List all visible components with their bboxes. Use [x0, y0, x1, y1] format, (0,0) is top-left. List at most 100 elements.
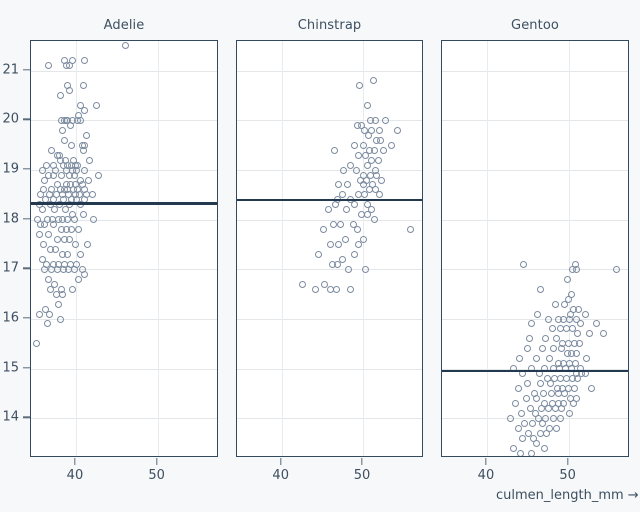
gridline-horizontal — [442, 269, 628, 271]
data-point — [375, 126, 383, 134]
gridline-vertical — [486, 41, 488, 456]
data-point — [514, 385, 522, 392]
y-tick-label: 16 — [2, 310, 19, 326]
gridline-horizontal — [31, 269, 217, 271]
data-point — [76, 116, 84, 124]
x-tick-label: 50 — [353, 468, 371, 483]
data-point — [534, 310, 542, 318]
facet-panel-chinstrap: Chinstrap — [236, 18, 423, 457]
data-point — [509, 444, 517, 452]
x-tick-mark — [74, 458, 76, 465]
data-point — [335, 241, 343, 249]
data-point — [570, 399, 578, 407]
data-point — [406, 226, 414, 234]
data-point — [563, 275, 571, 283]
y-tick-mark — [23, 168, 30, 170]
data-point — [64, 216, 72, 224]
data-point — [353, 166, 361, 174]
data-point — [65, 87, 73, 95]
x-tick-mark — [485, 458, 487, 465]
y-tick-label: 14 — [2, 409, 19, 425]
y-tick-mark — [23, 69, 30, 71]
data-point — [121, 42, 129, 50]
data-point — [550, 414, 558, 422]
data-point — [387, 141, 395, 149]
data-point — [516, 449, 524, 456]
data-point — [80, 270, 88, 278]
data-point — [53, 265, 61, 273]
gridline-horizontal — [442, 368, 628, 370]
data-point — [532, 394, 540, 402]
data-point — [51, 206, 59, 214]
y-tick-label: 20 — [2, 111, 19, 127]
data-point — [361, 151, 369, 159]
gridline-horizontal — [31, 120, 217, 122]
data-point — [573, 394, 581, 402]
data-point — [335, 181, 343, 189]
data-point — [377, 136, 385, 144]
data-point — [37, 191, 45, 199]
gridline-horizontal — [442, 120, 628, 122]
data-point — [557, 345, 565, 353]
gridline-horizontal — [31, 368, 217, 370]
x-tick-label: 50 — [148, 468, 165, 483]
data-point — [557, 404, 565, 412]
data-point — [548, 389, 556, 397]
data-point — [340, 166, 347, 174]
data-point — [64, 250, 72, 258]
y-tick-mark — [23, 416, 30, 418]
data-point — [66, 121, 74, 129]
data-point — [339, 255, 347, 263]
data-point — [364, 161, 372, 169]
data-point — [526, 404, 534, 412]
x-tick-mark — [566, 458, 569, 465]
gridline-horizontal — [237, 219, 422, 221]
data-point — [55, 300, 63, 308]
data-point — [562, 325, 570, 333]
data-point — [39, 241, 47, 249]
data-point — [574, 330, 582, 338]
plot-area-chinstrap — [236, 40, 423, 457]
x-tick-mark — [155, 458, 158, 465]
data-point — [43, 320, 51, 328]
y-tick-label: 15 — [2, 360, 19, 376]
data-point — [518, 434, 526, 442]
data-point — [50, 171, 58, 179]
data-point — [592, 320, 600, 328]
data-point — [74, 275, 82, 283]
data-point — [536, 429, 544, 437]
data-point — [70, 216, 78, 224]
data-point — [382, 116, 390, 124]
data-point — [552, 335, 560, 343]
gridline-horizontal — [442, 219, 628, 221]
data-point — [353, 121, 361, 129]
gridline-vertical — [568, 41, 570, 456]
data-point — [543, 429, 551, 437]
data-point — [523, 345, 531, 353]
gridline-horizontal — [237, 269, 422, 271]
data-point — [363, 102, 371, 110]
data-point — [69, 285, 77, 293]
data-point — [74, 226, 82, 234]
data-point — [550, 345, 558, 353]
data-point — [569, 325, 577, 333]
data-point — [70, 265, 78, 273]
data-point — [545, 355, 553, 363]
data-point — [356, 82, 364, 90]
x-axis-title: culmen_length_mm → — [496, 488, 639, 503]
gridline-horizontal — [237, 70, 422, 72]
data-point — [343, 206, 351, 214]
data-point — [85, 156, 93, 164]
data-point — [349, 221, 357, 229]
data-point — [324, 206, 332, 214]
data-point — [341, 236, 349, 244]
data-point — [557, 414, 565, 422]
data-point — [95, 171, 103, 179]
data-point — [533, 355, 541, 363]
data-point — [68, 226, 76, 234]
data-point — [565, 295, 573, 303]
gridline-vertical — [281, 41, 283, 456]
data-point — [44, 231, 52, 239]
data-point — [544, 315, 552, 323]
data-point — [38, 166, 46, 174]
